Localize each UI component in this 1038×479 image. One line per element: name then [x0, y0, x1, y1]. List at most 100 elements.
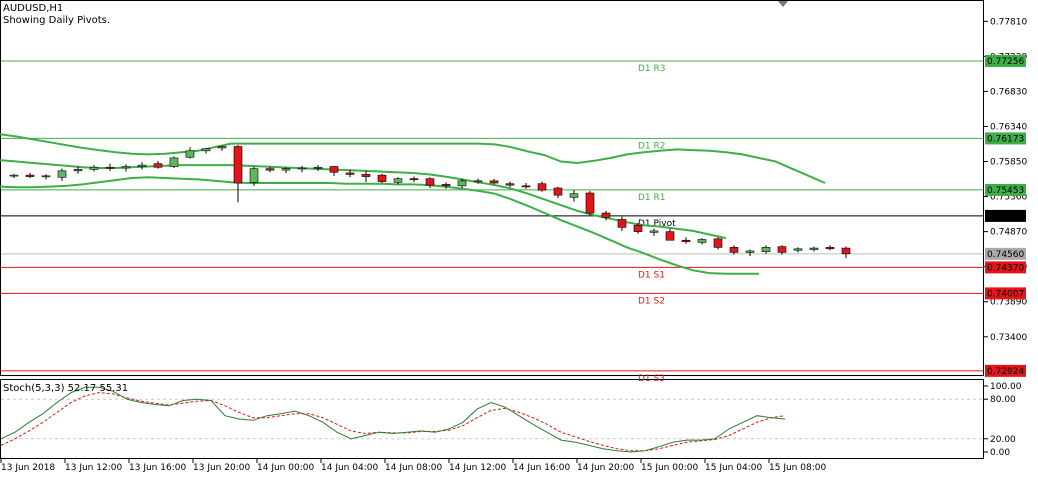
pivot-level-name: D1 S3: [638, 374, 665, 384]
time-tick-label: 15 Jun 04:00: [705, 463, 762, 473]
time-tick-label: 13 Jun 16:00: [129, 463, 186, 473]
time-tick-label: 13 Jun 12:00: [65, 463, 122, 473]
candle-body: [729, 247, 739, 253]
price-tick-label: 0.73400: [990, 333, 1027, 343]
candle-body: [361, 174, 371, 177]
candle-body: [377, 174, 387, 182]
candle-body: [281, 168, 291, 171]
candle-body: [809, 247, 819, 250]
candle-body: [297, 167, 307, 170]
candle-body: [745, 250, 755, 253]
price-tick-label: 0.75850: [990, 158, 1027, 168]
candle-body: [313, 166, 323, 169]
bollinger-lower-band: [0, 176, 759, 275]
price-tick-label: 0.73890: [990, 298, 1027, 308]
candle-body: [825, 247, 835, 250]
level-price-badge: [985, 364, 1026, 377]
stoch-plot-frame: [0, 379, 984, 459]
candle-body: [105, 166, 115, 169]
candle-body: [57, 170, 67, 178]
time-tick-label: 14 Jun 12:00: [449, 463, 506, 473]
candle-body: [553, 187, 563, 196]
candle-body: [713, 238, 723, 248]
candle-body: [425, 178, 435, 186]
bollinger-upper-band: [0, 133, 826, 184]
time-tick-label: 15 Jun 00:00: [641, 463, 698, 473]
current-price-label: 0.74560: [987, 250, 1024, 260]
candle-body: [73, 169, 83, 172]
candle-body: [697, 239, 707, 243]
candle-body: [473, 180, 483, 183]
candle-body: [409, 178, 419, 180]
level-price-label: 0.77256: [987, 57, 1024, 67]
candle-body: [841, 247, 851, 255]
candle-body: [329, 166, 339, 173]
time-tick-label: 13 Jun 2018: [1, 463, 55, 473]
candle-body: [217, 146, 227, 149]
shift-marker-icon[interactable]: [778, 1, 788, 7]
time-tick-label: 14 Jun 16:00: [513, 463, 570, 473]
candle-body: [537, 183, 547, 191]
time-tick-label: 14 Jun 08:00: [385, 463, 442, 473]
candle-body: [249, 168, 259, 183]
stoch-tick-label: 100.00: [990, 382, 1022, 392]
candle-body: [601, 212, 611, 218]
price-tick-label: 0.76830: [990, 87, 1027, 97]
pivot-level-name: D1 Pivot: [638, 219, 676, 229]
level-price-label: 0.74007: [987, 289, 1024, 299]
price-tick-label: 0.77810: [990, 17, 1027, 27]
candle-body: [41, 175, 51, 178]
level-price-label: 0.75090: [987, 212, 1024, 222]
candle-body: [521, 185, 531, 188]
level-price-label: 0.76173: [987, 134, 1024, 144]
pivot-subtitle: Showing Daily Pivots.: [3, 15, 110, 26]
candle-body: [185, 150, 195, 158]
pivot-level-name: D1 R2: [638, 141, 666, 151]
candle-body: [137, 164, 147, 167]
pivot-level-name: D1 R1: [638, 193, 666, 203]
level-price-badge: [985, 287, 1026, 300]
level-price-badge: [985, 54, 1026, 67]
candle-body: [153, 163, 163, 168]
candle-body: [25, 174, 35, 177]
candle-body: [441, 184, 451, 187]
candle-body: [665, 231, 675, 241]
stochastic-panel: 100.00 80.00 20.00 0.00: [0, 382, 1022, 458]
pivot-level-name: D1 R3: [638, 64, 666, 74]
current-price-badge: [985, 247, 1026, 260]
candle-body: [681, 239, 691, 242]
time-tick-label: 13 Jun 20:00: [193, 463, 250, 473]
pivot-level-name: D1 S1: [638, 270, 665, 280]
stoch-signal-line: [0, 392, 786, 452]
candle-body: [649, 230, 659, 233]
price-tick-label: 0.74870: [990, 228, 1027, 238]
candle-body: [9, 174, 19, 177]
candle-body: [569, 193, 579, 198]
candle-body: [585, 192, 595, 214]
pivot-levels: D1 R3 D1 R2 D1 R1 D1 Pivot D1 S1 D1 S2 D1 S3: [1, 60, 983, 384]
candle-body: [201, 148, 211, 152]
candle-body: [761, 247, 771, 252]
level-price-badge: [985, 261, 1026, 274]
stoch-tick-label: 20.00: [990, 435, 1016, 445]
candle-body: [233, 146, 243, 184]
candle-body: [393, 178, 403, 183]
level-price-label: 0.72924: [987, 367, 1024, 377]
stoch-main-line: [0, 386, 786, 453]
candle-body: [457, 180, 467, 187]
candle-body: [793, 248, 803, 251]
candle-body: [617, 219, 627, 228]
time-tick-label: 14 Jun 00:00: [257, 463, 314, 473]
candle-body: [169, 157, 179, 167]
main-plot-frame: [0, 0, 984, 376]
stoch-tick-label: 80.00: [990, 395, 1016, 405]
price-axis: 0.778100.773200.768300.763400.758500.753…: [984, 17, 1027, 377]
candlesticks: [9, 145, 851, 259]
level-price-badge: [985, 209, 1026, 222]
level-price-label: 0.75453: [987, 186, 1024, 196]
time-tick-label: 14 Jun 20:00: [577, 463, 634, 473]
time-tick-label: 14 Jun 04:00: [321, 463, 378, 473]
price-tick-label: 0.76340: [990, 122, 1027, 132]
time-tick-label: 15 Jun 08:00: [769, 463, 826, 473]
